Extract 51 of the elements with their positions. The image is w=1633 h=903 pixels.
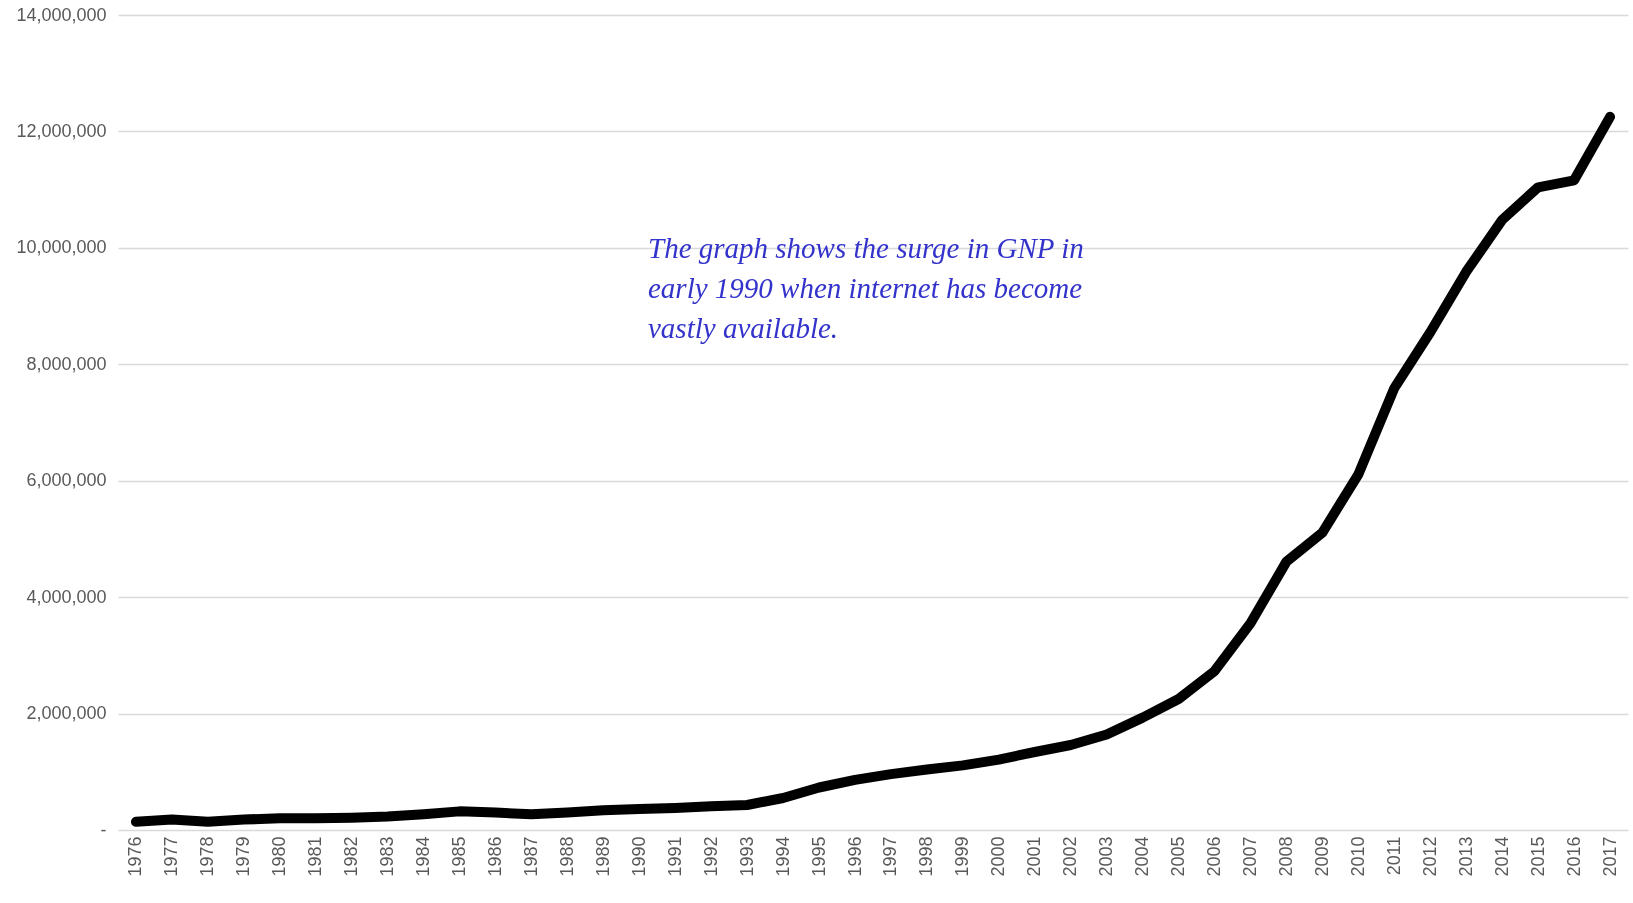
x-tick-label: 2001 bbox=[1024, 836, 1045, 877]
x-tick-label: 2014 bbox=[1491, 836, 1512, 877]
x-tick-label: 1991 bbox=[664, 836, 685, 877]
x-tick-label: 1994 bbox=[772, 836, 793, 877]
x-tick-label: 1990 bbox=[628, 836, 649, 877]
x-tick-label: 1996 bbox=[844, 836, 865, 877]
y-tick-label: 14,000,000 bbox=[16, 4, 107, 25]
x-tick-label: 2006 bbox=[1204, 836, 1225, 877]
x-tick-label: 1988 bbox=[556, 836, 577, 877]
x-tick-label: 2003 bbox=[1096, 836, 1117, 877]
x-tick-label: 1976 bbox=[125, 836, 146, 877]
x-tick-label: 1983 bbox=[377, 836, 398, 877]
x-tick-label: 1985 bbox=[449, 836, 470, 877]
x-tick-label: 2015 bbox=[1527, 836, 1548, 877]
y-tick-label: 12,000,000 bbox=[16, 120, 107, 141]
y-tick-label: 4,000,000 bbox=[26, 586, 107, 607]
y-tick-label: 2,000,000 bbox=[26, 703, 107, 724]
x-tick-label: 1980 bbox=[269, 836, 290, 877]
x-tick-label: 1987 bbox=[520, 836, 541, 877]
x-tick-label: 2017 bbox=[1599, 836, 1620, 877]
x-tick-label: 2016 bbox=[1563, 836, 1584, 877]
x-tick-label: 1992 bbox=[700, 836, 721, 877]
y-tick-label: 10,000,000 bbox=[16, 237, 107, 258]
x-tick-label: 1993 bbox=[736, 836, 757, 877]
y-tick-label: 6,000,000 bbox=[26, 470, 107, 491]
x-tick-label: 1997 bbox=[880, 836, 901, 877]
x-tick-label: 2002 bbox=[1060, 836, 1081, 877]
x-tick-label: 1989 bbox=[592, 836, 613, 877]
x-tick-label: 2004 bbox=[1132, 836, 1153, 877]
x-tick-label: 2008 bbox=[1275, 836, 1296, 877]
x-tick-label: 2005 bbox=[1168, 836, 1189, 877]
x-tick-label: 2013 bbox=[1455, 836, 1476, 877]
x-tick-label: 1984 bbox=[413, 836, 434, 877]
x-tick-label: 1981 bbox=[305, 836, 326, 877]
x-tick-label: 1986 bbox=[485, 836, 505, 877]
x-tick-label: 1999 bbox=[952, 836, 973, 877]
x-tick-label: 1998 bbox=[916, 836, 937, 877]
y-tick-label: - bbox=[100, 819, 107, 840]
x-tick-label: 1977 bbox=[161, 836, 182, 877]
x-tick-label: 2011 bbox=[1383, 836, 1404, 876]
x-tick-label: 1995 bbox=[808, 836, 829, 877]
x-tick-label: 2010 bbox=[1347, 836, 1368, 877]
x-tick-label: 1978 bbox=[197, 836, 218, 877]
x-tick-label: 2012 bbox=[1419, 836, 1440, 877]
x-tick-label: 2007 bbox=[1240, 836, 1260, 877]
x-tick-label: 2009 bbox=[1311, 836, 1332, 877]
x-tick-label: 1979 bbox=[233, 836, 254, 877]
y-tick-label: 8,000,000 bbox=[26, 353, 107, 374]
x-tick-label: 1982 bbox=[341, 836, 362, 877]
x-tick-label: 2000 bbox=[988, 836, 1009, 877]
annotation: The graph shows the surge in GNP in early 1990 when internet has become vastly available. bbox=[648, 232, 1084, 344]
